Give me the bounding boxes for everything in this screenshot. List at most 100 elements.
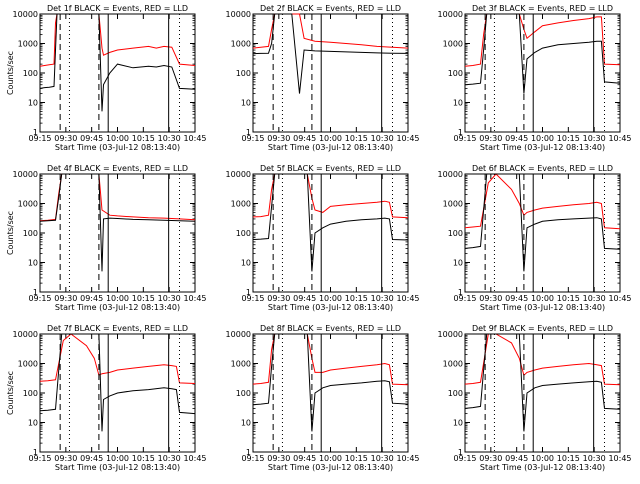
plot-title: Det 8f BLACK = Events, RED = LLD: [260, 324, 401, 333]
y-tick-label: 1000: [231, 40, 251, 49]
x-tick-label: 10:15: [345, 454, 368, 463]
x-tick-label: 09:15: [453, 454, 476, 463]
y-tick-label: 1000: [231, 360, 251, 369]
x-tick-label: 10:45: [183, 134, 206, 143]
x-axis-label: Start Time (03-Jul-12 08:13:40): [480, 143, 605, 152]
x-tick-label: 10:30: [583, 454, 606, 463]
x-tick-label: 09:15: [241, 134, 264, 143]
y-tick-label: 100: [23, 69, 38, 78]
panel-6: Det 6f BLACK = Events, RED = LLD 1 10 100 10…: [438, 164, 632, 312]
series-line-red-lld: [252, 13, 409, 49]
series-line-black-events: [252, 13, 409, 94]
x-tick-label: 10:30: [158, 454, 181, 463]
panel-7: Det 7f BLACK = Events, RED = LLD 1 10 100 10…: [6, 324, 207, 472]
x-tick-label: 09:45: [80, 134, 103, 143]
y-tick-label: 10: [28, 259, 38, 268]
x-tick-label: 10:45: [396, 454, 419, 463]
panel-5: Det 5f BLACK = Events, RED = LLD 1 10 100 10…: [226, 164, 420, 312]
x-tick-label: 10:30: [371, 134, 394, 143]
y-tick-label: 10: [241, 259, 251, 268]
y-axis-label: Counts/sec: [6, 51, 15, 95]
y-tick-label: 1: [458, 448, 463, 457]
plot-title: Det 7f BLACK = Events, RED = LLD: [47, 324, 188, 333]
y-tick-label: 1: [33, 448, 38, 457]
y-tick-label: 10: [453, 419, 463, 428]
series-line-red-lld: [464, 13, 621, 67]
x-axis-label: Start Time (03-Jul-12 08:13:40): [55, 303, 180, 312]
x-tick-label: 09:30: [479, 134, 502, 143]
x-axis-label: Start Time (03-Jul-12 08:13:40): [268, 463, 393, 472]
plot-frame: [464, 173, 621, 293]
series-line-black-events: [252, 173, 409, 272]
x-tick-label: 10:00: [319, 134, 342, 143]
x-tick-label: 09:15: [453, 294, 476, 303]
y-tick-label: 100: [23, 229, 38, 238]
y-tick-label: 10: [28, 419, 38, 428]
plot-frame: [39, 173, 196, 293]
x-tick-label: 10:45: [608, 134, 631, 143]
x-tick-label: 09:45: [293, 294, 316, 303]
plot-frame: [252, 173, 409, 293]
x-tick-label: 10:30: [371, 294, 394, 303]
series-line-black-events: [39, 173, 196, 272]
y-axis-label: Counts/sec: [6, 371, 15, 415]
y-tick-label: 1000: [443, 200, 463, 209]
y-tick-label: 100: [448, 229, 463, 238]
panel-3: Det 3f BLACK = Events, RED = LLD 1 10 100 10…: [438, 4, 632, 152]
y-tick-label: 1: [246, 288, 251, 297]
x-tick-label: 09:45: [505, 134, 528, 143]
plot-title: Det 1f BLACK = Events, RED = LLD: [47, 4, 188, 13]
y-tick-label: 100: [23, 389, 38, 398]
x-tick-label: 09:45: [505, 454, 528, 463]
x-tick-label: 10:00: [319, 294, 342, 303]
y-tick-label: 10000: [226, 330, 251, 339]
panel-8: Det 8f BLACK = Events, RED = LLD 1 10 100 10…: [226, 324, 420, 472]
plot-frame: [39, 13, 196, 133]
x-tick-label: 10:45: [608, 294, 631, 303]
plot-title: Det 6f BLACK = Events, RED = LLD: [472, 164, 613, 173]
y-tick-label: 10000: [13, 10, 38, 19]
x-tick-label: 10:15: [132, 134, 155, 143]
x-tick-label: 09:30: [479, 454, 502, 463]
x-tick-label: 09:45: [293, 454, 316, 463]
x-tick-label: 10:30: [583, 134, 606, 143]
x-tick-label: 09:30: [267, 134, 290, 143]
series-line-black-events: [39, 333, 196, 432]
plot-title: Det 4f BLACK = Events, RED = LLD: [47, 164, 188, 173]
panel-4: Det 4f BLACK = Events, RED = LLD 1 10 100 10…: [6, 164, 207, 312]
x-tick-label: 10:00: [531, 294, 554, 303]
x-axis-label: Start Time (03-Jul-12 08:13:40): [480, 463, 605, 472]
y-tick-label: 10: [241, 419, 251, 428]
panel-2: Det 2f BLACK = Events, RED = LLD 1 10 100 10…: [226, 4, 420, 152]
x-tick-label: 09:45: [80, 294, 103, 303]
series-line-red-lld: [252, 173, 409, 219]
y-tick-label: 10000: [438, 10, 463, 19]
x-tick-label: 10:45: [396, 294, 419, 303]
x-tick-label: 10:15: [557, 294, 580, 303]
series-line-red-lld: [464, 173, 621, 230]
x-tick-label: 09:30: [479, 294, 502, 303]
x-tick-label: 09:30: [267, 294, 290, 303]
y-tick-label: 1: [246, 128, 251, 137]
y-tick-label: 100: [236, 389, 251, 398]
y-tick-label: 100: [448, 69, 463, 78]
y-tick-label: 1: [33, 128, 38, 137]
x-axis-label: Start Time (03-Jul-12 08:13:40): [55, 143, 180, 152]
x-tick-label: 09:30: [267, 454, 290, 463]
y-tick-label: 10000: [226, 10, 251, 19]
series-line-black-events: [464, 333, 621, 432]
y-tick-label: 100: [236, 229, 251, 238]
y-tick-label: 1000: [18, 360, 38, 369]
y-tick-label: 1: [458, 288, 463, 297]
x-tick-label: 10:30: [158, 134, 181, 143]
x-tick-label: 10:15: [132, 454, 155, 463]
x-tick-label: 10:15: [345, 294, 368, 303]
y-tick-label: 10000: [438, 330, 463, 339]
y-tick-label: 10: [453, 259, 463, 268]
x-tick-label: 10:15: [557, 454, 580, 463]
y-tick-label: 10: [241, 99, 251, 108]
plot-title: Det 5f BLACK = Events, RED = LLD: [260, 164, 401, 173]
x-tick-label: 09:15: [28, 294, 51, 303]
